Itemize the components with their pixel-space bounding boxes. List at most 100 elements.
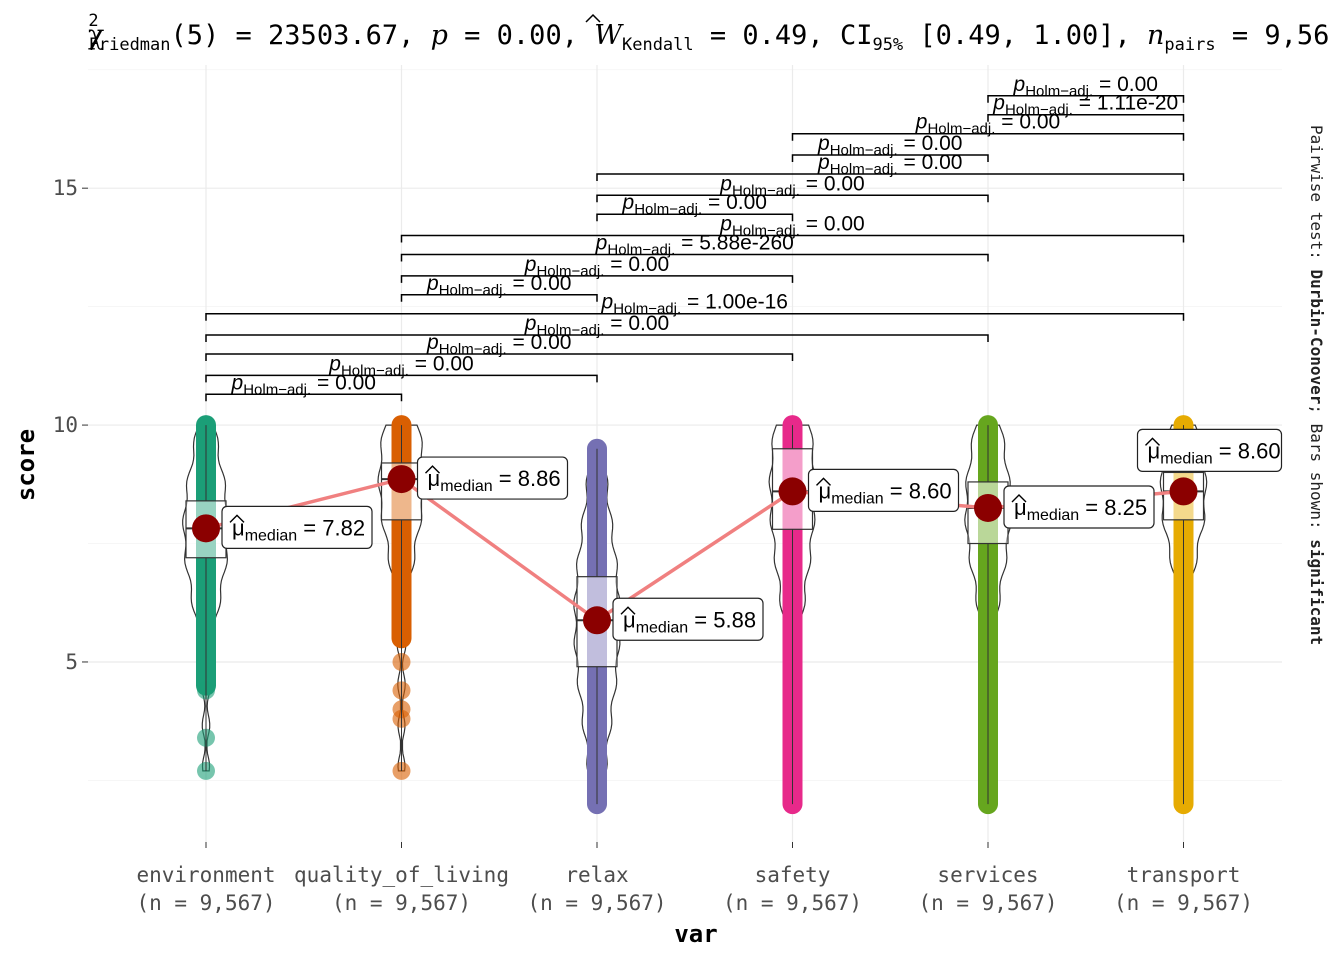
bracket-line	[791, 154, 989, 163]
pairwise-bracket: pHolm−adj. = 1.11e-20	[987, 92, 1185, 122]
median-label-hat	[620, 606, 636, 615]
pairwise-bracket: pHolm−adj. = 0.00	[791, 111, 1185, 141]
side-caption-part4: significant	[1307, 539, 1326, 645]
x-tick-label: quality_of_living	[294, 863, 509, 887]
pairwise-bracket: pHolm−adj. = 0.00	[205, 371, 403, 402]
median-label-services: μmedian = 8.25	[1003, 485, 1155, 529]
pairwise-bracket: pHolm−adj. = 5.88e-260	[400, 232, 989, 262]
bracket-line	[205, 374, 598, 383]
median-label-text: μmedian = 8.25	[1014, 495, 1147, 524]
y-tick-label: 10	[53, 413, 78, 437]
median-label-hat	[1011, 493, 1027, 503]
x-tick-label: safety	[755, 863, 831, 887]
median-label-hat	[425, 465, 440, 474]
bracket-line	[400, 234, 1185, 243]
pairwise-bracket: pHolm−adj. = 0.00	[205, 331, 794, 362]
x-tick-label: relax	[565, 863, 628, 887]
side-caption-part1: Pairwise test:	[1307, 125, 1326, 270]
median-label-box	[1136, 428, 1283, 473]
x-tick-n-label: (n = 9,567)	[332, 891, 471, 915]
y-tick-label: 5	[65, 650, 78, 674]
median-label-environment: μmedian = 7.82	[221, 505, 373, 549]
pairwise-bracket: pHolm−adj. = 0.00	[596, 172, 989, 203]
axes: 5 10 15 environment (n = 9,567) quality_of_li…	[53, 176, 1253, 915]
x-tick-n-label: (n = 9,567)	[723, 891, 862, 915]
title-chi: χ	[88, 20, 104, 51]
median-labels: μmedian = 7.82 μmedian = 8.86 μmedian = 5.…	[221, 428, 1283, 641]
median-label-hat	[816, 477, 831, 486]
bracket-line	[596, 194, 989, 203]
median-point-services	[974, 493, 1002, 522]
title-n-value: = 9,56	[1216, 20, 1330, 51]
y-tick-label: 15	[53, 176, 78, 200]
pairwise-bracket: pHolm−adj. = 0.00	[791, 132, 989, 163]
pairwise-bracket: pHolm−adj. = 0.00	[205, 312, 989, 343]
title-w-symbol: W	[594, 20, 624, 51]
pairwise-bracket: pHolm−adj. = 1.00e-16	[205, 291, 1185, 321]
bracket-label: pHolm−adj. = 0.00	[524, 253, 669, 280]
median-point-environment	[192, 514, 220, 543]
median-label-hat	[229, 514, 245, 523]
bracket-line	[205, 353, 794, 362]
title-w-sub: Kendall	[622, 35, 694, 55]
bracket-line	[400, 275, 794, 283]
median-point-transport	[1169, 477, 1198, 506]
bracket-label: pHolm−adj. = 0.00	[719, 213, 864, 240]
median-label-text: μmedian = 8.86	[428, 466, 561, 495]
bracket-line	[400, 253, 989, 262]
side-caption-part2: Durbin-Conover	[1307, 270, 1326, 405]
median-point-relax	[583, 606, 611, 635]
median-point-safety	[778, 477, 807, 506]
median-label-safety: μmedian = 8.60	[807, 468, 960, 513]
bracket-label: pHolm−adj. = 5.88e-260	[595, 232, 794, 259]
median-point-quality_of_living	[387, 465, 416, 494]
chart-title: χ2 Friedman(5) = 23503.67, p = 0.00, WKen…	[88, 11, 1329, 55]
bracket-label: pHolm−adj. = 0.00	[915, 111, 1060, 138]
bracket-line	[205, 393, 403, 402]
pairwise-bracket: pHolm−adj. = 0.00	[400, 213, 1185, 243]
bracket-label: pHolm−adj. = 0.00	[1013, 73, 1158, 100]
x-tick-n-label: (n = 9,567)	[1114, 891, 1253, 915]
title-df: (5) = 23503.67,	[171, 20, 431, 51]
pairwise-bracket: pHolm−adj. = 0.00	[400, 253, 794, 283]
pairwise-bracket: pHolm−adj. = 0.00	[400, 272, 598, 302]
pairwise-bracket: pHolm−adj. = 0.00	[987, 73, 1185, 103]
title-ci-sub: 95%	[872, 35, 903, 55]
x-tick-n-label: (n = 9,567)	[918, 891, 1057, 915]
median-label-quality_of_living: μmedian = 8.86	[416, 456, 569, 500]
bracket-label: pHolm−adj. = 1.00e-16	[601, 291, 788, 318]
bracket-label: pHolm−adj. = 0.00	[719, 172, 864, 199]
x-tick-label: services	[937, 863, 1038, 887]
bracket-line	[205, 312, 1185, 321]
title-p-symbol: p	[431, 20, 448, 51]
median-label-box	[416, 456, 569, 500]
bracket-label: pHolm−adj. = 0.00	[817, 132, 962, 159]
title-ci-value: [0.49, 1.00],	[903, 20, 1147, 51]
median-label-box	[807, 468, 960, 513]
median-label-box	[612, 597, 764, 641]
bracket-line	[987, 95, 1185, 103]
bracket-line	[791, 132, 1185, 141]
median-label-relax: μmedian = 5.88	[612, 597, 764, 641]
bracket-line	[400, 294, 598, 302]
gridlines	[88, 65, 1282, 842]
bracket-label: pHolm−adj. = 0.00	[426, 272, 571, 299]
median-label-box	[221, 505, 373, 549]
median-label-text: μmedian = 8.60	[1148, 438, 1281, 467]
median-label-text: μmedian = 7.82	[232, 515, 365, 544]
bracket-line	[596, 213, 794, 222]
median-label-box	[1003, 485, 1155, 529]
bracket-line	[987, 113, 1185, 122]
pairwise-bracket: pHolm−adj. = 0.00	[205, 352, 598, 383]
median-label-transport: μmedian = 8.60	[1136, 428, 1283, 473]
title-p-value: = 0.00,	[448, 20, 594, 51]
median-markers	[192, 465, 1198, 635]
median-label-text: μmedian = 5.88	[623, 607, 756, 636]
title-w-hat	[585, 13, 601, 23]
median-label-text: μmedian = 8.60	[819, 478, 952, 507]
x-tick-n-label: (n = 9,567)	[527, 891, 666, 915]
pairwise-bracket: pHolm−adj. = 0.00	[596, 191, 794, 222]
bracket-label: pHolm−adj. = 0.00	[426, 331, 571, 358]
